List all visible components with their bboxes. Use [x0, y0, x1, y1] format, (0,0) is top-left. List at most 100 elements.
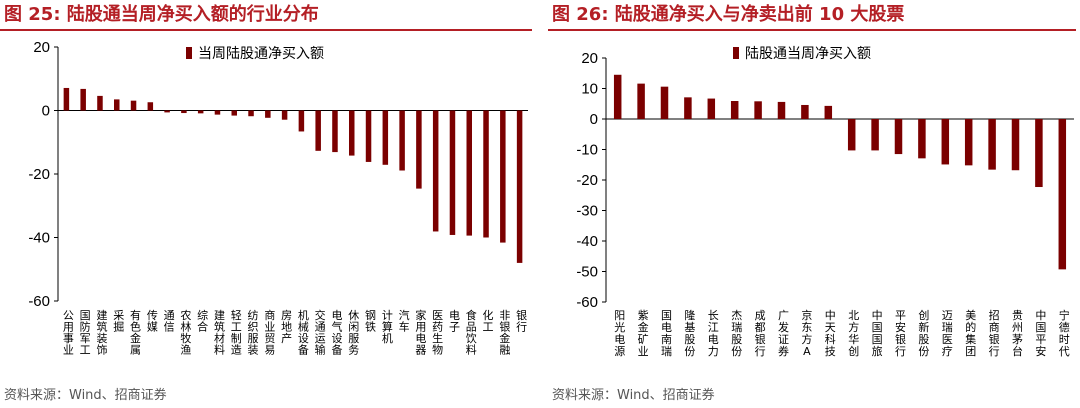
bar	[964, 119, 973, 166]
x-tick-label: 传媒	[147, 309, 158, 334]
bar	[466, 110, 472, 236]
bar	[871, 119, 879, 151]
legend-label: 陆股通当周净买入额	[745, 46, 871, 62]
x-tick-label: 广发证券	[778, 309, 789, 358]
bar	[707, 98, 716, 119]
chart-title: 图 25: 陆股通当周净买入额的行业分布	[4, 4, 319, 25]
bar	[1035, 119, 1043, 188]
x-tick-label: 贵州茅台	[1012, 309, 1023, 358]
y-tick-label: -20	[576, 172, 598, 189]
x-tick-label: 招商银行	[989, 308, 1000, 358]
y-tick-label: 10	[581, 81, 598, 98]
x-tick-label: 非银金融	[499, 309, 510, 357]
legend-label: 当周陆股通净买入额	[198, 46, 324, 62]
x-tick-label: 中天科技	[825, 309, 836, 358]
x-tick-label: 电气设备	[331, 309, 342, 357]
bar	[754, 101, 762, 119]
y-tick-label: -60	[576, 294, 598, 311]
bar	[365, 110, 372, 162]
x-tick-label: 中国平安	[1035, 309, 1046, 358]
y-tick-label: -30	[576, 203, 598, 220]
bar	[181, 110, 187, 114]
bar	[1058, 119, 1067, 270]
x-tick-label: 家用电器	[415, 308, 426, 357]
bar	[80, 88, 86, 111]
y-tick-label: -50	[576, 264, 598, 281]
x-tick-label: 商业贸易	[264, 308, 275, 357]
x-tick-label: 银行	[516, 308, 527, 334]
bar	[613, 74, 622, 119]
bar	[147, 102, 154, 111]
y-tick-label: -40	[576, 233, 598, 250]
bar	[114, 99, 120, 111]
bar	[516, 110, 523, 263]
x-tick-label: 食品饮料	[466, 308, 477, 357]
y-tick-label: 20	[33, 39, 50, 56]
bar	[399, 110, 405, 171]
x-tick-label: 平安银行	[895, 309, 906, 358]
x-tick-label: 机械设备	[298, 308, 309, 357]
x-tick-label: 国防军工	[80, 309, 91, 357]
x-tick-label: 医药生物	[432, 309, 443, 357]
x-tick-label: 建筑装饰	[96, 308, 107, 357]
y-tick-label: 20	[581, 50, 598, 67]
bar	[918, 119, 926, 159]
y-tick-label: -20	[28, 166, 50, 183]
bar	[63, 87, 70, 111]
x-tick-label: 公用事业	[63, 309, 74, 357]
y-tick-label: -40	[28, 230, 50, 247]
bar	[894, 119, 903, 155]
legend-swatch	[733, 47, 739, 59]
bar	[801, 104, 809, 119]
x-tick-label: 轻工制造	[231, 308, 242, 357]
x-tick-label: 休闲服务	[348, 309, 359, 357]
y-tick-label: 0	[42, 103, 50, 120]
bar	[281, 110, 288, 120]
bar	[637, 83, 645, 119]
bar	[332, 110, 338, 153]
x-tick-label: 美的集团	[965, 309, 976, 358]
bar	[777, 101, 786, 119]
bar	[847, 119, 856, 151]
bar	[416, 110, 422, 189]
y-tick-label: 0	[590, 111, 598, 128]
stock-bar-chart: 20 10 0 -10 -20 -30 -40 -50 -60 阳光电源 紫金矿业 国电南瑞 隆基股份 长…	[576, 46, 1074, 358]
x-tick-label: 成都银行	[755, 309, 766, 358]
x-tick-label: 长江电力	[708, 309, 719, 358]
x-tick-label: 采掘	[113, 309, 124, 334]
bar	[824, 105, 833, 119]
source-note: 资料来源：Wind、招商证券	[4, 388, 167, 403]
bar	[660, 86, 669, 119]
x-tick-label: 汽车	[399, 308, 410, 334]
x-tick-label: 农林牧渔	[180, 308, 191, 357]
x-tick-label: 紫金矿业	[638, 309, 649, 358]
source-note: 资料来源：Wind、招商证券	[552, 388, 715, 403]
title-underline	[548, 29, 1076, 31]
industry-bar-chart: 20 0 -20 -40 -60 公用事业国防军工建筑装饰采掘有色金属传媒通信农林牧渔综合…	[28, 39, 528, 357]
bar	[298, 110, 305, 132]
bar	[988, 119, 996, 170]
x-tick-label: 中国国旅	[872, 309, 883, 358]
x-tick-label: 北方华创	[848, 309, 859, 358]
bar	[349, 110, 355, 156]
x-tick-label: 杰瑞股份	[731, 309, 742, 358]
x-tick-label: 电子	[449, 309, 460, 334]
legend-swatch	[186, 47, 192, 59]
x-tick-label: 有色金属	[130, 308, 141, 357]
bar	[265, 110, 271, 118]
bar	[231, 110, 237, 116]
x-tick-label: 迈瑞医疗	[942, 309, 953, 358]
x-tick-label: 国电南瑞	[661, 309, 672, 358]
bar	[315, 110, 321, 151]
bar	[432, 110, 439, 232]
bar	[684, 97, 692, 119]
x-tick-label: 交通运输	[315, 308, 326, 357]
bar	[500, 110, 506, 243]
bar	[197, 110, 204, 114]
title-underline	[0, 29, 532, 31]
y-tick-label: -10	[576, 142, 598, 159]
x-tick-label: 建筑材料	[214, 308, 225, 357]
x-tick-label: 房地产	[281, 309, 292, 345]
chart-title: 图 26: 陆股通净买入与净卖出前 10 大股票	[552, 4, 905, 25]
bar	[483, 110, 489, 238]
